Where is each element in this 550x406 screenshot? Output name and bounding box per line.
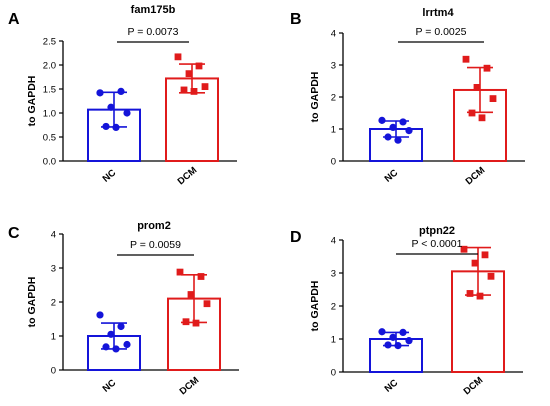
data-point-dcm xyxy=(483,64,491,72)
data-point-dcm xyxy=(182,318,190,326)
y-tick-label: 2.5 xyxy=(43,36,56,47)
data-point-dcm xyxy=(466,290,474,297)
data-point-nc xyxy=(96,311,104,319)
data-point-nc xyxy=(102,343,110,351)
gene-title: fam175b xyxy=(131,4,176,16)
data-point-nc xyxy=(107,103,115,111)
x-category-label: NC xyxy=(101,377,119,394)
data-point-nc xyxy=(117,87,125,95)
gene-title: prom2 xyxy=(137,220,171,232)
x-category-label: DCM xyxy=(464,165,488,187)
y-axis-label: to GAPDH xyxy=(26,277,38,328)
data-point-nc xyxy=(384,133,392,141)
panel-letter: A xyxy=(8,11,20,28)
y-tick-label: 1 xyxy=(331,334,336,345)
data-point-dcm xyxy=(203,300,211,308)
data-point-nc xyxy=(123,109,131,117)
data-point-nc xyxy=(112,345,120,353)
data-point-nc xyxy=(399,118,407,126)
x-category-label: DCM xyxy=(176,165,200,187)
y-tick-label: 0.5 xyxy=(43,132,56,143)
x-category-label: NC xyxy=(101,167,119,184)
data-point-dcm xyxy=(468,109,476,117)
data-point-dcm xyxy=(481,251,489,259)
data-point-dcm xyxy=(476,292,484,300)
data-point-nc xyxy=(123,340,131,349)
p-value-label: P < 0.0001 xyxy=(412,238,463,250)
y-tick-label: 1.0 xyxy=(43,108,56,119)
gene-title: ptpn22 xyxy=(419,225,455,237)
y-tick-label: 2 xyxy=(51,297,56,308)
gene-title: lrrtm4 xyxy=(422,7,454,19)
data-point-dcm xyxy=(478,114,486,122)
y-tick-label: 0 xyxy=(51,365,56,376)
y-tick-label: 2.0 xyxy=(43,60,56,71)
data-point-dcm xyxy=(489,95,497,102)
y-tick-label: 4 xyxy=(51,229,56,240)
y-tick-label: 3 xyxy=(51,263,56,274)
data-point-nc xyxy=(384,341,392,349)
data-point-nc xyxy=(102,122,110,131)
data-point-nc xyxy=(389,123,397,131)
y-tick-label: 2 xyxy=(331,301,336,312)
panel-letter: C xyxy=(8,225,20,242)
panel-letter: B xyxy=(290,11,302,28)
p-value-label: P = 0.0059 xyxy=(130,239,181,251)
data-point-dcm xyxy=(195,62,203,70)
y-tick-label: 2 xyxy=(331,92,336,103)
data-point-nc xyxy=(378,328,386,336)
data-point-dcm xyxy=(176,268,184,276)
data-point-nc xyxy=(96,89,104,97)
data-point-nc xyxy=(394,342,402,350)
y-axis-label: to GAPDH xyxy=(309,281,321,332)
data-point-nc xyxy=(399,328,407,336)
data-point-dcm xyxy=(487,272,495,280)
data-point-dcm xyxy=(174,53,182,61)
data-point-nc xyxy=(389,333,397,341)
data-point-nc xyxy=(405,337,413,345)
y-axis-label: to GAPDH xyxy=(26,76,38,127)
data-point-nc xyxy=(394,136,402,144)
x-category-label: DCM xyxy=(178,375,202,397)
data-point-dcm xyxy=(201,83,209,90)
data-point-dcm xyxy=(190,88,198,95)
y-tick-label: 4 xyxy=(331,28,336,39)
data-point-nc xyxy=(378,116,386,124)
y-tick-label: 0 xyxy=(331,156,336,167)
y-tick-label: 4 xyxy=(331,235,336,246)
y-tick-label: 1.5 xyxy=(43,84,56,95)
data-point-dcm xyxy=(180,86,188,94)
data-point-dcm xyxy=(197,273,205,280)
y-tick-label: 1 xyxy=(331,124,336,135)
y-tick-label: 1 xyxy=(51,331,56,342)
data-point-nc xyxy=(405,127,413,135)
panel-letter: D xyxy=(290,229,302,246)
x-category-label: NC xyxy=(383,377,401,394)
y-tick-label: 0 xyxy=(331,367,336,378)
data-point-nc xyxy=(107,330,115,338)
y-tick-label: 0.0 xyxy=(43,156,56,167)
y-axis-label: to GAPDH xyxy=(309,72,321,123)
data-point-nc xyxy=(117,322,125,331)
y-tick-label: 3 xyxy=(331,60,336,71)
data-point-dcm xyxy=(185,70,193,78)
data-point-dcm xyxy=(187,291,195,298)
data-point-dcm xyxy=(460,245,468,253)
y-tick-label: 3 xyxy=(331,268,336,279)
data-point-dcm xyxy=(192,319,200,327)
data-point-nc xyxy=(112,123,120,131)
p-value-label: P = 0.0025 xyxy=(416,26,467,38)
x-category-label: DCM xyxy=(462,375,486,397)
x-category-label: NC xyxy=(383,167,401,184)
p-value-label: P = 0.0073 xyxy=(128,26,179,38)
data-point-dcm xyxy=(473,84,481,91)
data-point-dcm xyxy=(462,55,470,63)
data-point-dcm xyxy=(471,259,479,267)
